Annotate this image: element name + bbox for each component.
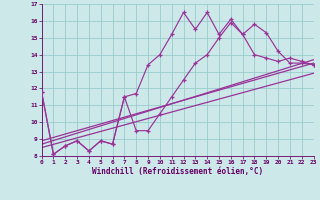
X-axis label: Windchill (Refroidissement éolien,°C): Windchill (Refroidissement éolien,°C) bbox=[92, 167, 263, 176]
